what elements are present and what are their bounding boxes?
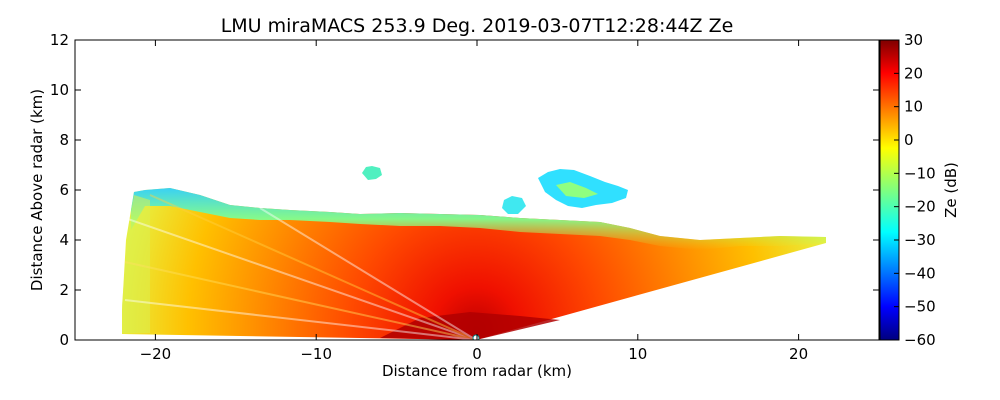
colorbar-tick-label: 10 bbox=[904, 98, 923, 116]
y-tick-label: 4 bbox=[59, 231, 69, 249]
colorbar-tick-label: 30 bbox=[904, 31, 923, 49]
y-tick-label: 0 bbox=[59, 331, 69, 349]
radial-streaks bbox=[124, 194, 477, 340]
colorbar-tick-label: −20 bbox=[904, 198, 936, 216]
colorbar-tick-label: 0 bbox=[904, 131, 914, 149]
chart-title: LMU miraMACS 253.9 Deg. 2019-03-07T12:28… bbox=[221, 15, 734, 37]
x-tick-label: −20 bbox=[140, 345, 172, 363]
x-tick-label: 20 bbox=[789, 345, 808, 363]
colorbar-tick-label: −40 bbox=[904, 264, 936, 282]
y-axis-label: Distance Above radar (km) bbox=[28, 89, 46, 291]
y-axis: 0 2 4 6 8 10 12 bbox=[50, 31, 879, 349]
colorbar-tick-label: −60 bbox=[904, 331, 936, 349]
x-axis: −20 −10 0 10 20 bbox=[140, 40, 808, 363]
cloud-patch-small bbox=[502, 196, 526, 214]
colorbar: 30 20 10 0 −10 −20 −30 −40 −50 −60 Ze (dB) bbox=[879, 31, 960, 349]
y-tick-label: 6 bbox=[59, 181, 69, 199]
colorbar-tick-label: 20 bbox=[904, 64, 923, 82]
echo-main bbox=[122, 188, 826, 340]
reflectivity-field bbox=[122, 166, 826, 340]
y-tick-label: 10 bbox=[50, 81, 69, 99]
x-tick-label: −10 bbox=[300, 345, 332, 363]
cloud-patch-right-inner bbox=[556, 182, 598, 198]
echo-left-edge bbox=[122, 195, 150, 333]
x-axis-label: Distance from radar (km) bbox=[382, 362, 572, 380]
colorbar-gradient bbox=[879, 39, 900, 341]
colorbar-ticks: 30 20 10 0 −10 −20 −30 −40 −50 −60 bbox=[894, 31, 936, 349]
colorbar-tick-label: −30 bbox=[904, 231, 936, 249]
y-tick-label: 12 bbox=[50, 31, 69, 49]
colorbar-tick-label: −50 bbox=[904, 298, 936, 316]
x-tick-label: 0 bbox=[472, 345, 482, 363]
colorbar-label: Ze (dB) bbox=[942, 162, 960, 218]
y-tick-label: 2 bbox=[59, 281, 69, 299]
y-tick-label: 8 bbox=[59, 131, 69, 149]
echo-core bbox=[380, 312, 560, 340]
x-tick-label: 10 bbox=[628, 345, 647, 363]
echo-top-fringe bbox=[131, 188, 826, 250]
plot-area: −20 −10 0 10 20 0 2 4 6 8 10 12 bbox=[50, 31, 880, 363]
cloud-patch-left bbox=[362, 166, 382, 180]
colorbar-tick-label: −10 bbox=[904, 164, 936, 182]
cloud-patches bbox=[362, 166, 628, 214]
